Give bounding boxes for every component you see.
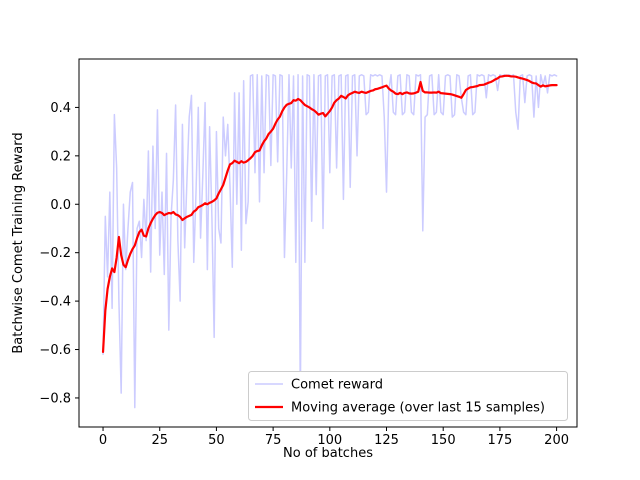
plot-series [101, 73, 558, 409]
legend: Comet reward Moving average (over last 1… [248, 371, 568, 421]
legend-box [248, 371, 568, 421]
x-tick-label: 75 [265, 433, 282, 448]
x-tick-label: 25 [151, 433, 168, 448]
legend-label-comet: Comet reward [291, 378, 383, 393]
x-tick-label: 200 [544, 433, 569, 448]
x-tick-label: 50 [208, 433, 225, 448]
comet-reward-line [102, 73, 558, 409]
y-tick-label: −0.8 [39, 391, 71, 406]
y-tick-label: −0.6 [39, 343, 71, 358]
x-tick-label: 100 [317, 433, 342, 448]
x-tick-label: 150 [431, 433, 456, 448]
x-axis-label: No of batches [283, 446, 373, 461]
y-tick-label: −0.2 [39, 246, 71, 261]
y-axis: 0.4 0.2 0.0 −0.2 −0.4 −0.6 −0.8 [39, 101, 79, 406]
y-axis-label: Batchwise Comet Training Reward [11, 132, 26, 353]
y-tick-label: 0.0 [50, 198, 71, 213]
x-axis: 0 25 50 75 100 125 150 175 200 [99, 427, 569, 448]
x-tick-label: 175 [487, 433, 512, 448]
x-tick-label: 0 [99, 433, 107, 448]
x-tick-label: 125 [374, 433, 399, 448]
y-tick-label: −0.4 [39, 295, 71, 310]
y-tick-label: 0.2 [50, 149, 71, 164]
legend-label-moving-average: Moving average (over last 15 samples) [291, 401, 545, 416]
plot-border [78, 58, 578, 428]
moving-average-line [101, 74, 558, 354]
y-tick-label: 0.4 [50, 101, 71, 116]
